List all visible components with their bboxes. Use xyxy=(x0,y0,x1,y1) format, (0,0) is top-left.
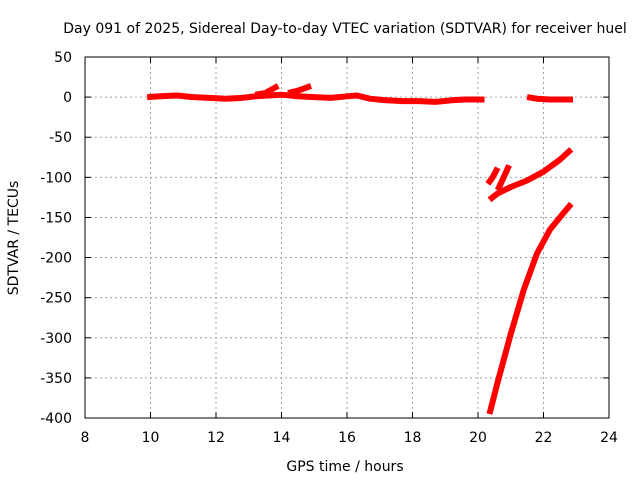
y-tick-label: -50 xyxy=(49,130,72,146)
y-tick-label: 50 xyxy=(54,50,72,66)
series-diag-upper xyxy=(487,147,574,203)
y-axis-label: SDTVAR / TECUs xyxy=(6,181,22,296)
series-baseline-segment-1 xyxy=(147,91,485,105)
x-tick-label: 8 xyxy=(81,430,90,446)
series-baseline-spike-1 xyxy=(254,83,280,98)
x-tick-label: 14 xyxy=(273,430,291,446)
x-tick-label: 22 xyxy=(535,430,553,446)
y-tick-label: -300 xyxy=(40,331,72,347)
x-tick-label: 20 xyxy=(469,430,487,446)
series-diag-short-2 xyxy=(494,164,512,192)
series-baseline-segment-2 xyxy=(526,94,573,103)
x-tick-label: 12 xyxy=(207,430,225,446)
series-diag-short-1 xyxy=(485,166,501,186)
chart-title: Day 091 of 2025, Sidereal Day-to-day VTE… xyxy=(63,21,626,37)
x-axis-label: GPS time / hours xyxy=(286,459,403,475)
y-tick-label: -400 xyxy=(40,411,72,427)
y-tick-label: -350 xyxy=(40,371,72,387)
x-tick-label: 16 xyxy=(338,430,356,446)
y-tick-label: -100 xyxy=(40,170,72,186)
y-tick-label: 0 xyxy=(63,90,72,106)
y-tick-label: -200 xyxy=(40,251,72,267)
series-diag-lower xyxy=(486,201,574,415)
y-tick-label: -250 xyxy=(40,291,72,307)
x-tick-label: 10 xyxy=(142,430,160,446)
grid-lines xyxy=(85,57,609,418)
series-baseline-spike-2 xyxy=(287,83,313,97)
y-tick-labels: 50 0 -50 -100 -150 -200 -250 -300 -350 -400 xyxy=(40,50,72,427)
axis-ticks xyxy=(84,56,610,419)
x-tick-labels: 8 10 12 14 16 18 20 22 24 xyxy=(81,430,618,446)
x-tick-label: 24 xyxy=(600,430,618,446)
y-tick-label: -150 xyxy=(40,210,72,226)
data-series xyxy=(147,83,574,415)
x-tick-label: 18 xyxy=(404,430,422,446)
